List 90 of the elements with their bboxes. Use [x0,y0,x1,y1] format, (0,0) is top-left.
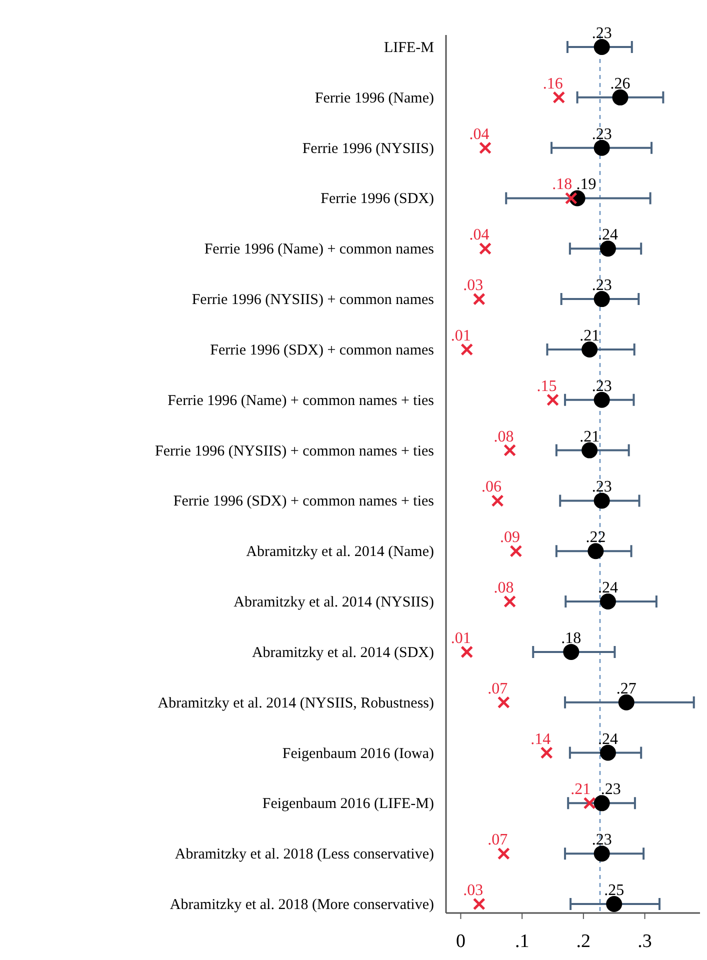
y-tick-label: Abramitzky et al. 2018 (Less conservative) [174,846,434,863]
point [460,646,474,658]
y-tick-label: Feigenbaum 2016 (Iowa) [282,746,434,762]
point [510,544,522,558]
point [497,847,510,860]
point [472,292,486,306]
y-tick-label: Abramitzky et al. 2014 (Name) [246,544,434,560]
data-label: .23 [592,378,612,395]
y-tick-label: Abramitzky et al. 2018 (More conservative) [170,897,434,913]
x-tick-label: .1 [514,931,530,952]
data-label: .23 [592,478,612,496]
data-label: .24 [598,580,618,597]
point [491,494,504,507]
y-tick-label: Feigenbaum 2016 (LIFE-M) [262,796,434,812]
point [504,595,516,608]
point [594,39,610,55]
point [594,291,610,308]
point [582,442,598,458]
y-tick-label: Ferrie 1996 (NYSIIS) + common names + ties [155,443,434,460]
data-label: .06 [482,478,502,496]
data-label: .19 [576,176,596,194]
point [497,696,510,709]
data-label: .23 [600,781,621,798]
point [594,392,610,408]
data-label: .03 [463,882,484,899]
point [594,492,610,509]
point [600,240,616,257]
y-tick-label: Ferrie 1996 (SDX) + common names [210,342,434,358]
point [594,795,610,812]
point [600,744,616,761]
data-label: .18 [552,176,572,194]
data-label: .08 [494,428,514,446]
y-tick-label: LIFE-M [384,40,434,56]
x-tick-label: 0 [456,931,466,952]
data-label: .25 [604,882,624,899]
data-label: .15 [536,378,557,395]
point [479,242,492,255]
point [472,898,486,910]
point [540,746,553,760]
data-label: .07 [488,832,508,849]
y-tick-label: Ferrie 1996 (NYSIIS) + common names [192,292,434,308]
point [612,89,628,106]
data-label: .01 [450,630,471,647]
data-label: .18 [561,630,582,647]
point [563,644,580,660]
data-label: .14 [530,730,551,748]
data-label: .08 [494,580,514,597]
data-label: .04 [469,226,490,244]
data-label: .23 [592,277,612,294]
y-tick-label: Ferrie 1996 (Name) + common names [204,242,434,258]
y-tick-label: Ferrie 1996 (Name) + common names + ties [168,392,434,409]
y-tick-label: Abramitzky et al. 2014 (NYSIIS) [234,594,434,611]
data-label: .27 [616,680,636,698]
point [504,444,516,457]
data-label: .23 [592,126,612,143]
y-tick-label: Ferrie 1996 (NYSIIS) [302,140,434,157]
x-tick-label: .3 [638,931,652,952]
point [479,142,492,154]
data-label: .21 [580,327,600,344]
y-tick-label: Ferrie 1996 (SDX) + common names + ties [173,494,434,510]
y-tick-label: Ferrie 1996 (Name) [314,90,434,106]
data-label: .22 [586,529,606,546]
data-label: .26 [610,75,630,92]
point [588,543,604,560]
data-label: .07 [488,680,508,698]
point [583,796,596,810]
data-label: .21 [570,781,591,798]
data-label: .03 [463,277,484,294]
point [606,896,622,912]
data-label: .23 [592,25,612,42]
data-label: .24 [598,730,618,748]
data-label: .04 [469,126,490,143]
point [552,91,566,104]
y-tick-label: Abramitzky et al. 2014 (NYSIIS, Robustness) [158,695,434,712]
data-label: .21 [580,428,600,446]
data-label: .01 [450,327,471,344]
point [594,846,610,862]
point [600,594,616,610]
x-tick-label: .2 [576,931,591,952]
point [546,394,560,406]
point [460,343,474,356]
data-label: .24 [598,226,618,244]
point [618,694,634,710]
point [582,341,598,358]
point [594,140,610,156]
data-label: .16 [542,75,563,92]
data-label: .09 [500,529,520,546]
data-label: .23 [592,832,612,849]
y-tick-label: Ferrie 1996 (SDX) [320,191,434,208]
y-tick-label: Abramitzky et al. 2014 (SDX) [252,644,434,661]
